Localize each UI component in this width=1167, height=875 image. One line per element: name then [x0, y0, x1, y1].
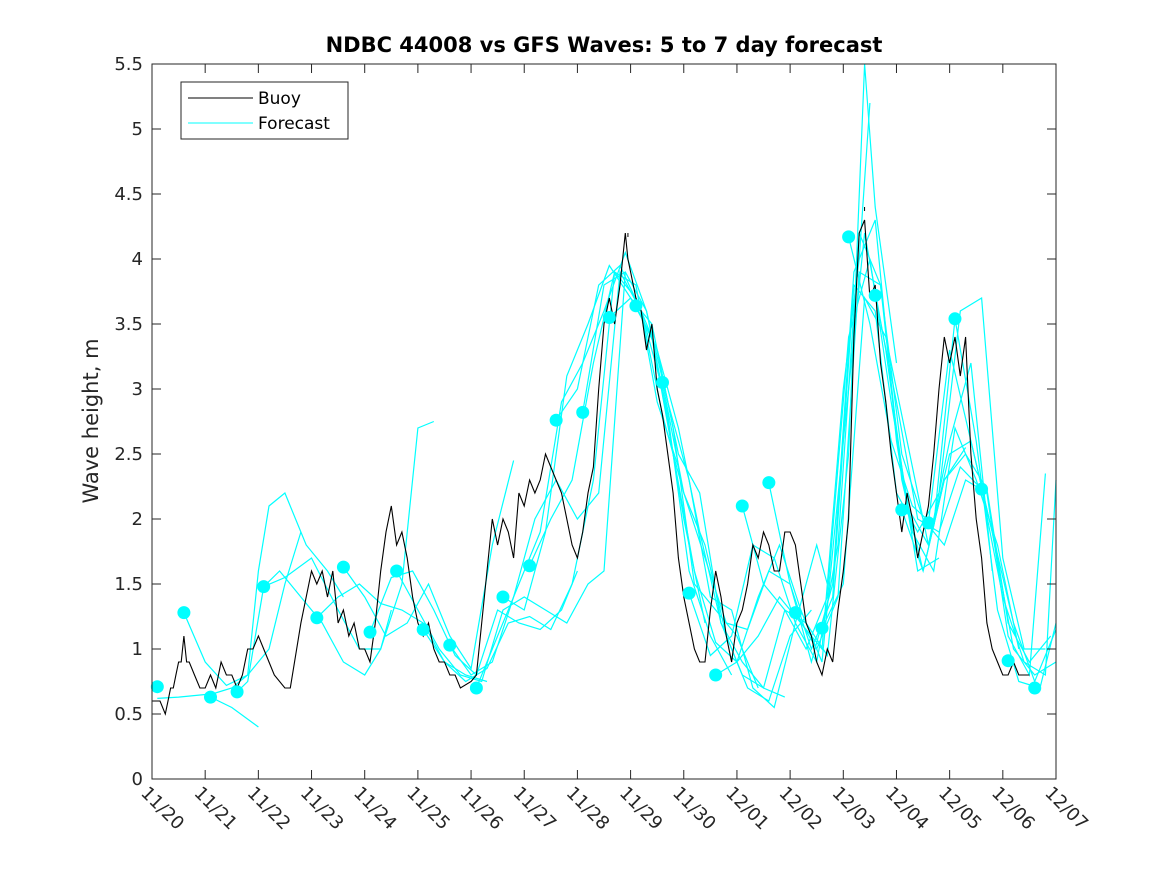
x-tick-label: 12/01 — [721, 783, 773, 835]
y-tick-label: 2 — [132, 509, 143, 530]
y-tick-label: 4.5 — [114, 184, 143, 205]
x-tick-label: 11/20 — [136, 783, 188, 835]
forecast-marker — [177, 606, 191, 620]
forecast-line-10 — [422, 270, 679, 683]
forecast-line-27 — [874, 295, 1057, 677]
legend-buoy-label: Buoy — [258, 89, 301, 109]
forecast-marker — [815, 621, 829, 635]
forecast-marker — [310, 611, 324, 625]
forecast-line-3 — [210, 492, 344, 696]
forecast-marker — [788, 606, 802, 620]
x-tick-label: 11/24 — [349, 783, 401, 835]
forecast-marker — [230, 685, 244, 699]
forecast-marker — [523, 559, 537, 573]
x-tick-label: 11/26 — [456, 783, 508, 835]
y-tick-label: 4 — [132, 249, 143, 270]
forecast-marker — [363, 625, 377, 639]
x-tick-label: 12/04 — [881, 783, 933, 835]
forecast-marker — [390, 564, 404, 578]
forecast-marker — [443, 638, 457, 652]
forecast-marker — [150, 680, 164, 694]
y-tick-label: 0 — [132, 769, 143, 790]
x-tick-label: 12/02 — [775, 783, 827, 835]
x-tick-label: 11/29 — [615, 783, 667, 835]
forecast-marker — [762, 476, 776, 490]
forecast-marker — [629, 299, 643, 313]
forecast-marker — [709, 668, 723, 682]
forecast-line-12 — [475, 250, 733, 689]
forecast-marker — [203, 690, 217, 704]
buoy-line — [152, 219, 1030, 716]
axes-layer — [151, 63, 1057, 780]
forecast-line-6 — [316, 583, 488, 683]
forecast-line-29 — [927, 349, 1057, 676]
forecast-marker — [602, 311, 616, 324]
forecast-marker — [655, 376, 669, 389]
forecast-marker — [469, 681, 483, 695]
forecast-marker — [975, 482, 989, 496]
forecast-line-25 — [821, 295, 1057, 684]
x-tick-label: 11/28 — [562, 783, 614, 835]
forecast-marker — [948, 312, 962, 326]
forecast-marker — [1028, 681, 1042, 695]
y-axis-label: Wave height, m — [79, 338, 103, 503]
x-tick-label: 11/30 — [668, 783, 720, 835]
x-tick-label: 12/07 — [1040, 783, 1092, 835]
forecast-line-18 — [635, 63, 898, 689]
forecast-marker — [921, 516, 935, 530]
forecast-marker — [735, 499, 749, 513]
y-tick-label: 3 — [132, 379, 143, 400]
y-tick-label: 5 — [132, 119, 143, 140]
x-tick-labels: 11/20 11/21 11/22 11/23 11/24 11/25 11/26 11/27… — [136, 783, 1092, 835]
forecast-line-4 — [236, 570, 392, 693]
forecast-marker — [895, 503, 909, 517]
y-tick-label: 2.5 — [114, 444, 143, 465]
y-tick-label: 1.5 — [114, 574, 143, 595]
legend-forecast-label: Forecast — [258, 114, 330, 134]
legend-box — [180, 81, 349, 140]
x-tick-label: 11/21 — [190, 783, 242, 835]
y-tick-label: 1 — [132, 639, 143, 660]
y-tick-labels: 0 0.5 1 1.5 2 2.5 3 3.5 4 4.5 5 5.5 — [114, 54, 143, 790]
forecast-marker — [842, 230, 856, 244]
forecast-marker — [576, 405, 590, 419]
forecast-marker — [549, 413, 563, 427]
y-tick-label: 3.5 — [114, 314, 143, 335]
forecast-marker — [416, 623, 430, 636]
x-tick-label: 12/05 — [934, 783, 986, 835]
forecast-marker — [336, 560, 350, 574]
x-tick-label: 12/03 — [828, 783, 880, 835]
y-tick-label: 0.5 — [114, 704, 143, 725]
y-tick-label: 5.5 — [114, 54, 143, 75]
forecast-line-17 — [608, 102, 871, 663]
x-tick-label: 11/22 — [243, 783, 295, 835]
x-tick-label: 11/25 — [402, 783, 454, 835]
forecast-marker — [257, 580, 271, 594]
chart-title: NDBC 44008 vs GFS Waves: 5 to 7 day fore… — [326, 33, 883, 57]
plot-frame — [151, 63, 1057, 780]
forecast-marker — [682, 586, 696, 600]
plot-area — [152, 64, 1056, 779]
legend: Buoy Forecast — [180, 81, 349, 140]
forecast-line-28 — [901, 452, 1052, 664]
x-tick-label: 11/27 — [509, 783, 561, 835]
series-layer — [150, 63, 1057, 728]
forecast-marker — [868, 288, 882, 302]
x-tick-label: 12/06 — [987, 783, 1039, 835]
x-tick-label: 11/23 — [296, 783, 348, 835]
forecast-marker — [1001, 654, 1015, 668]
forecast-marker — [496, 590, 510, 604]
